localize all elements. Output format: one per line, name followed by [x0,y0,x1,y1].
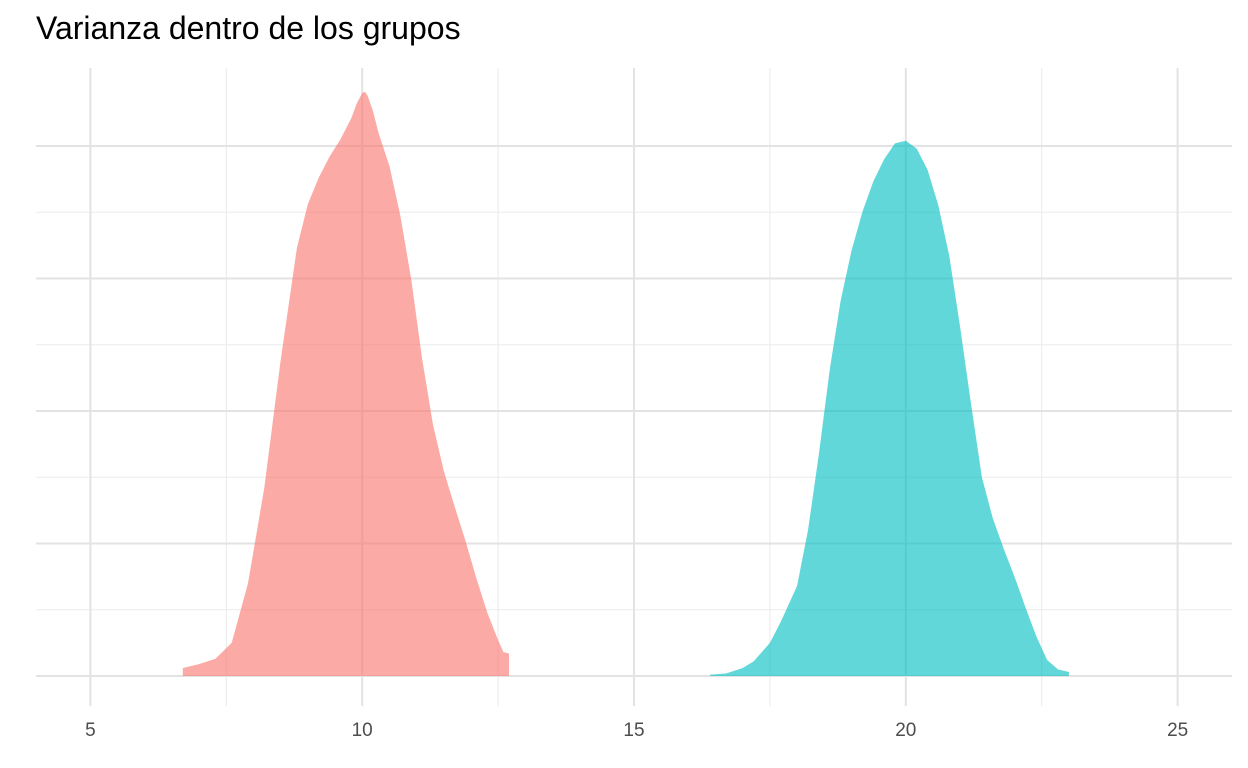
chart-title: Varianza dentro de los grupos [36,10,461,46]
x-tick-label: 20 [895,720,916,741]
x-axis-tick-labels: 5 10 15 20 25 [85,720,1188,741]
density-area-1 [182,91,510,676]
grid-layer [36,68,1232,706]
density-area-2 [710,140,1069,676]
x-tick-label: 25 [1167,720,1188,741]
x-tick-label: 10 [352,720,373,741]
x-tick-label: 5 [85,720,96,741]
x-tick-label: 15 [623,720,644,741]
series-layer [182,91,1069,676]
